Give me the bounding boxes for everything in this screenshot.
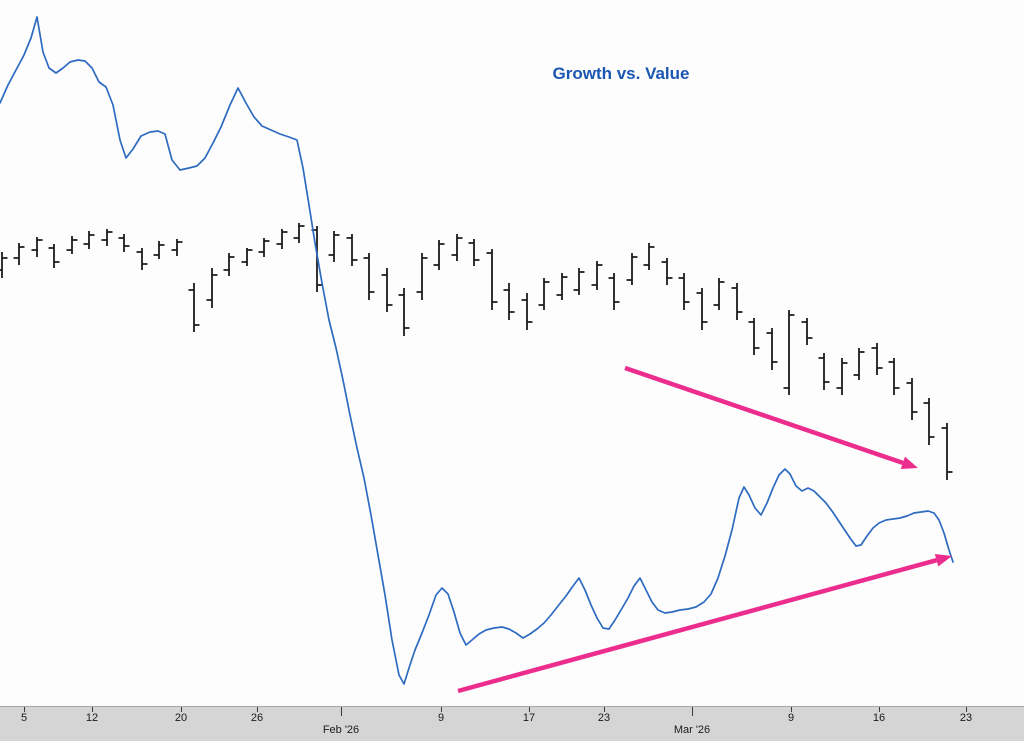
- x-axis-tick-mark: [604, 707, 605, 712]
- x-axis-tick-mark: [92, 707, 93, 712]
- x-axis-label-16: 16: [872, 712, 886, 724]
- ohlc-bar-series: [0, 223, 953, 480]
- x-axis-tick-mark: [692, 707, 693, 716]
- x-axis: 5 12 20 26 Feb '26 9 17 23 Mar '26 9 16 23: [0, 706, 1024, 741]
- chart-title: Growth vs. Value: [552, 64, 690, 83]
- plot-area: [0, 16, 954, 694]
- uptrend-arrow-head: [934, 553, 952, 567]
- x-axis-tick-mark: [791, 707, 792, 712]
- x-axis-label-20: 20: [174, 712, 188, 724]
- x-axis-label-23: 23: [597, 712, 611, 724]
- x-axis-label-mar--26: Mar '26: [673, 724, 711, 736]
- x-axis-tick-mark: [257, 707, 258, 712]
- x-axis-label-23: 23: [959, 712, 973, 724]
- x-axis-label-feb--26: Feb '26: [322, 724, 360, 736]
- downtrend-arrow-head: [900, 456, 918, 469]
- line-series: [0, 16, 954, 685]
- x-axis-label-12: 12: [85, 712, 99, 724]
- x-axis-tick-mark: [879, 707, 880, 712]
- uptrend-arrow-shaft: [457, 558, 938, 694]
- x-axis-tick-mark: [966, 707, 967, 712]
- x-axis-tick-mark: [24, 707, 25, 712]
- x-axis-label-9: 9: [437, 712, 445, 724]
- x-axis-label-9: 9: [787, 712, 795, 724]
- x-axis-label-5: 5: [20, 712, 28, 724]
- x-axis-label-26: 26: [250, 712, 264, 724]
- x-axis-tick-mark: [181, 707, 182, 712]
- downtrend-arrow-shaft: [624, 365, 904, 465]
- x-axis-tick-mark: [341, 707, 342, 716]
- x-axis-tick-mark: [441, 707, 442, 712]
- x-axis-tick-mark: [529, 707, 530, 712]
- x-axis-label-17: 17: [522, 712, 536, 724]
